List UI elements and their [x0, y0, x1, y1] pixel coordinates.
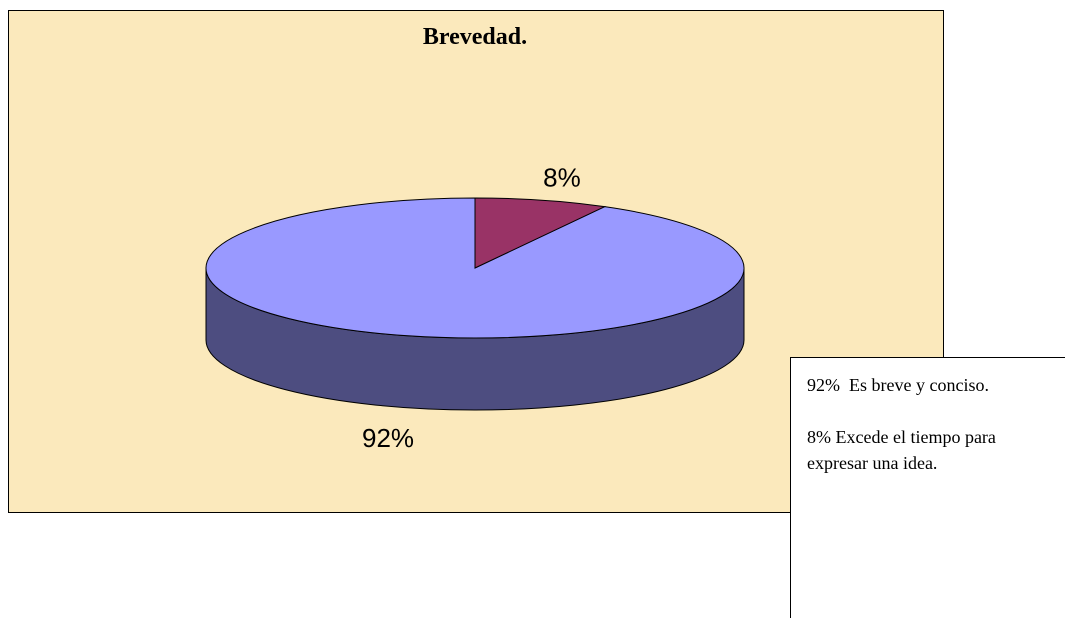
data-label: 8% [543, 163, 581, 193]
data-label: 92% [362, 423, 414, 453]
note-box: 92% Es breve y conciso. 8% Excede el tie… [790, 357, 1065, 618]
chart-title: Brevedad. [423, 24, 527, 50]
pie-slice [474, 197, 607, 269]
note-text: 92% Es breve y conciso. [807, 375, 989, 395]
note-text: 8% Excede el tiempo para expresar una id… [807, 427, 1001, 473]
